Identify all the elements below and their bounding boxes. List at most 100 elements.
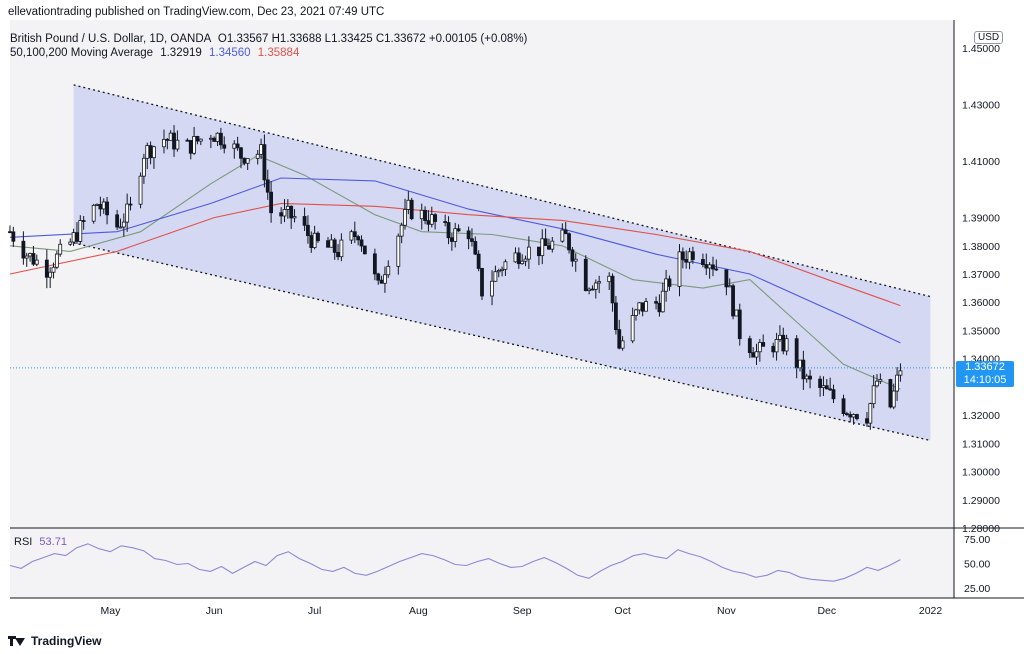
candle-body [185, 139, 190, 142]
candle-body [684, 259, 689, 263]
candle-body [168, 132, 173, 141]
candle-body [617, 329, 622, 349]
candle-body [868, 403, 873, 424]
candle [844, 411, 849, 417]
candle [235, 136, 240, 151]
candle-body [95, 204, 99, 206]
candle [339, 233, 344, 262]
candle-body [279, 212, 284, 217]
candle-body [399, 224, 404, 237]
candle [198, 138, 203, 146]
candle [516, 247, 521, 269]
rsi-line[interactable] [9, 543, 901, 582]
candle [711, 256, 715, 277]
symbol-title[interactable]: British Pound / U.S. Dollar, 1D, OANDA [10, 33, 211, 45]
candle-body [587, 288, 592, 291]
candle-body [798, 359, 802, 369]
ma200-line[interactable] [9, 202, 901, 307]
candle-body [259, 144, 263, 155]
ohlc-values: O1.33567 H1.33688 L1.33425 C1.33672 +0.0… [217, 33, 528, 45]
candle-body [446, 222, 451, 239]
candle-body [362, 245, 367, 255]
candle-body [125, 203, 130, 223]
candle-body [128, 203, 133, 206]
candle-body [701, 259, 705, 265]
candle [610, 273, 615, 312]
price-tick-label: 1.41000 [962, 156, 1000, 168]
candle [895, 367, 899, 401]
rsi-label[interactable]: RSI [14, 536, 33, 548]
candle [386, 260, 391, 278]
candle-body [383, 274, 387, 284]
candle-body [590, 288, 595, 291]
candle-body [101, 201, 106, 210]
candle [58, 239, 63, 257]
candle-body [784, 338, 789, 352]
bar-countdown: 14:10:05 [963, 374, 1007, 386]
candle [654, 296, 658, 310]
chart[interactable]: 1.45000 1.43000 1.41000 1.39000 1.38000 1.370… [0, 20, 1024, 632]
candle-body [757, 342, 762, 353]
candle-body [75, 232, 79, 242]
candle-body [115, 214, 120, 228]
candle [583, 255, 588, 292]
candle-body [269, 191, 274, 214]
candle-body [98, 204, 103, 210]
price-tick-label: 1.43000 [962, 100, 1000, 112]
candle [383, 266, 387, 293]
channel-upper-line[interactable] [73, 84, 931, 298]
candle-body [423, 209, 427, 221]
candle-body [570, 249, 575, 262]
candle-body [239, 147, 243, 159]
candle-body [470, 238, 474, 242]
candle [218, 127, 223, 150]
candle [118, 218, 123, 229]
candle [855, 413, 859, 421]
currency-button[interactable]: USD [974, 31, 1004, 44]
candle-body [490, 280, 494, 297]
candle [503, 259, 508, 276]
candle [91, 203, 96, 224]
candle-body [583, 258, 588, 291]
candle-body [162, 138, 166, 148]
candle [490, 270, 494, 306]
candle [265, 169, 270, 200]
last-price-tag: 1.33672 14:10:05 [956, 361, 1014, 387]
candle-body [560, 229, 565, 242]
rsi-tick-label: 75.00 [964, 534, 990, 546]
candle-body [262, 144, 267, 181]
candle-body [516, 252, 521, 265]
candle [824, 378, 829, 390]
candle [774, 332, 779, 361]
candle-body [526, 246, 531, 260]
channel-lower-line[interactable] [73, 242, 931, 442]
candle-body [664, 278, 669, 292]
candle-body [245, 157, 250, 164]
candle [597, 275, 602, 294]
candle-body [11, 231, 16, 242]
ma-label[interactable]: 50,100,200 Moving Average [10, 47, 154, 59]
candle-body [747, 338, 752, 354]
candle-body [804, 375, 809, 380]
candle [573, 253, 578, 272]
price-tick-label: 1.30000 [962, 467, 1000, 479]
candle [292, 209, 297, 223]
candle-body [707, 264, 712, 269]
candle-body [51, 266, 56, 273]
candle-body [851, 414, 856, 418]
candle-body [172, 132, 176, 150]
candle [54, 250, 59, 270]
ma100-line[interactable] [9, 177, 901, 344]
candle-body [537, 246, 541, 257]
candle [239, 146, 243, 169]
time-axis-label: Jul [308, 605, 321, 617]
candle-body [593, 282, 598, 290]
candle [269, 181, 274, 223]
candle-body [121, 221, 126, 228]
price-tick-label: 1.32000 [962, 410, 1000, 422]
candle-body [875, 380, 879, 387]
chart-svg[interactable]: 1.45000 1.43000 1.41000 1.39000 1.38000 1.370… [0, 20, 1024, 632]
rsi-tick-label: 25.00 [964, 583, 990, 595]
candle-body [21, 240, 26, 259]
tradingview-brand[interactable]: TradingView [8, 632, 101, 650]
